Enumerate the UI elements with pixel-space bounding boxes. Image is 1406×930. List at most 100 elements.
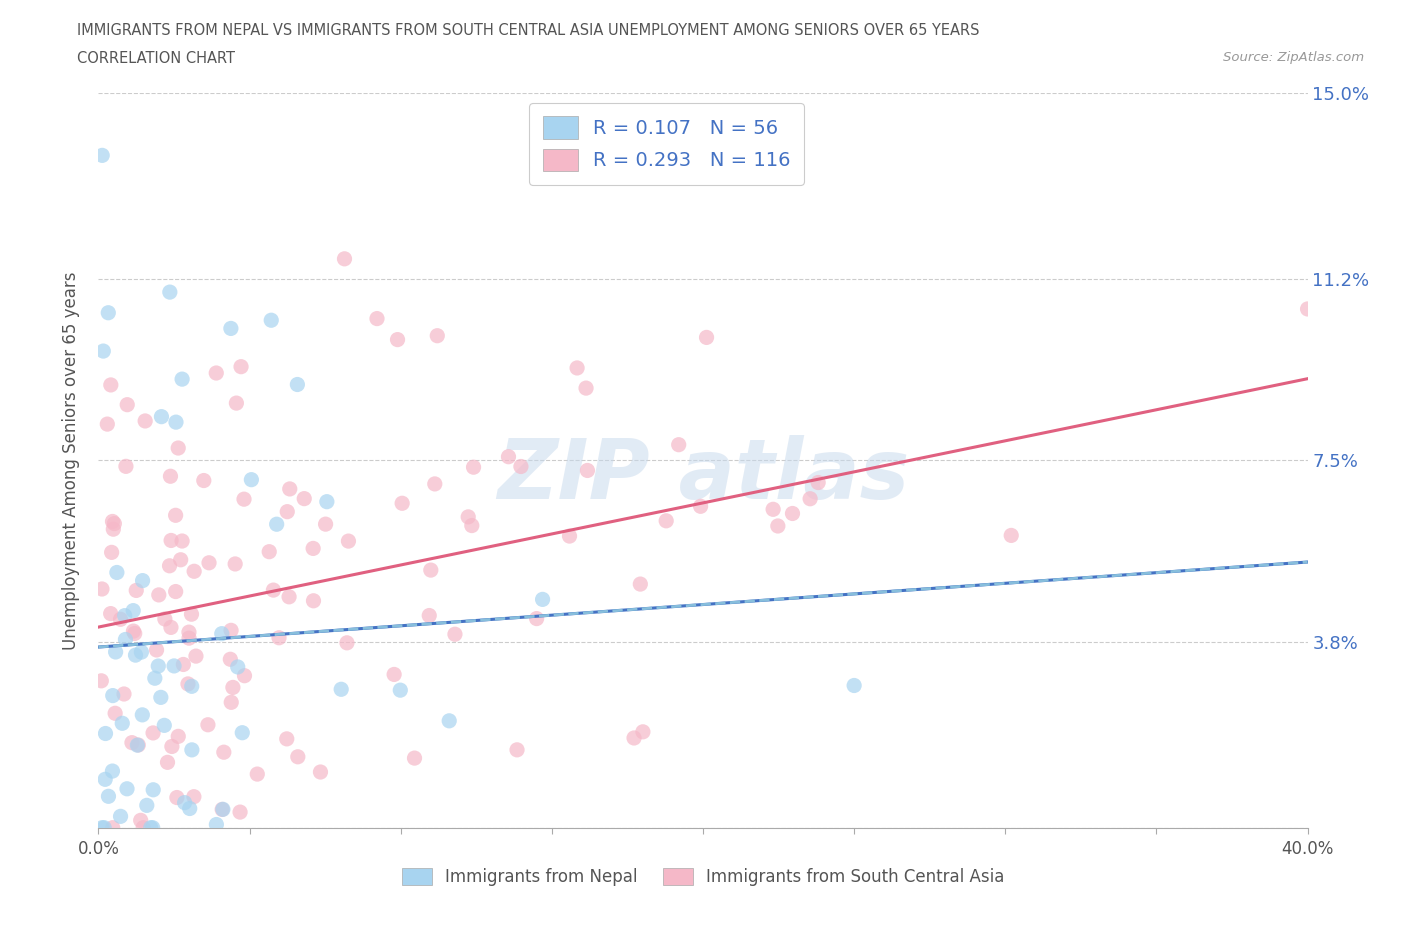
Point [231, 725, 253, 740]
Point [799, 491, 821, 506]
Text: CORRELATION CHART: CORRELATION CHART [77, 51, 235, 66]
Point [160, 533, 183, 548]
Point [267, 631, 290, 645]
Point [115, 458, 138, 473]
Point [655, 513, 678, 528]
Point [389, 683, 412, 698]
Point [96, 417, 118, 432]
Point [170, 552, 193, 567]
Point [148, 658, 170, 673]
Point [631, 724, 654, 739]
Point [1296, 301, 1319, 316]
Point [173, 795, 195, 810]
Point [111, 716, 134, 731]
Point [127, 737, 149, 752]
Point [179, 801, 201, 816]
Point [419, 563, 441, 578]
Point [506, 742, 529, 757]
Point [143, 671, 166, 685]
Point [183, 790, 205, 804]
Point [558, 528, 581, 543]
Point [101, 764, 124, 778]
Y-axis label: Unemployment Among Seniors over 65 years: Unemployment Among Seniors over 65 years [62, 272, 80, 649]
Point [382, 667, 405, 682]
Point [91, 148, 114, 163]
Point [142, 782, 165, 797]
Point [240, 472, 263, 487]
Point [219, 623, 242, 638]
Point [276, 504, 298, 519]
Point [131, 644, 153, 659]
Point [134, 414, 156, 429]
Point [160, 739, 183, 754]
Point [226, 659, 249, 674]
Point [233, 669, 256, 684]
Point [330, 682, 353, 697]
Point [315, 494, 337, 509]
Point [103, 522, 125, 537]
Point [91, 820, 114, 835]
Point [122, 624, 145, 639]
Point [526, 611, 548, 626]
Point [142, 820, 165, 835]
Point [457, 510, 479, 525]
Point [160, 620, 183, 635]
Point [766, 519, 789, 534]
Point [287, 377, 309, 392]
Point [531, 592, 554, 607]
Point [132, 820, 155, 835]
Point [807, 475, 830, 490]
Point [127, 737, 149, 752]
Point [124, 626, 146, 641]
Point [112, 686, 135, 701]
Point [211, 802, 233, 817]
Point [575, 380, 598, 395]
Point [110, 612, 132, 627]
Point [97, 305, 120, 320]
Point [166, 790, 188, 805]
Point [131, 573, 153, 588]
Point [444, 627, 467, 642]
Point [212, 745, 235, 760]
Point [91, 581, 114, 596]
Point [121, 736, 143, 751]
Point [689, 498, 711, 513]
Point [198, 555, 221, 570]
Point [278, 590, 301, 604]
Point [142, 725, 165, 740]
Point [167, 441, 190, 456]
Point [257, 544, 280, 559]
Point [498, 449, 520, 464]
Point [211, 626, 233, 641]
Point [762, 502, 785, 517]
Point [197, 717, 219, 732]
Point [782, 506, 804, 521]
Point [336, 635, 359, 650]
Point [115, 781, 138, 796]
Point [122, 604, 145, 618]
Point [105, 565, 128, 580]
Point [418, 608, 440, 623]
Point [163, 658, 186, 673]
Point [114, 608, 136, 623]
Point [229, 359, 252, 374]
Point [205, 365, 228, 380]
Point [628, 577, 651, 591]
Point [193, 473, 215, 488]
Point [139, 820, 162, 835]
Point [125, 583, 148, 598]
Point [94, 772, 117, 787]
Point [262, 583, 284, 598]
Point [276, 731, 298, 746]
Point [463, 459, 485, 474]
Point [148, 588, 170, 603]
Text: Source: ZipAtlas.com: Source: ZipAtlas.com [1223, 51, 1364, 64]
Point [172, 657, 194, 671]
Point [91, 344, 114, 359]
Point [103, 516, 125, 531]
Point [114, 632, 136, 647]
Point [159, 285, 181, 299]
Point [233, 492, 256, 507]
Point [124, 647, 146, 662]
Point [461, 518, 484, 533]
